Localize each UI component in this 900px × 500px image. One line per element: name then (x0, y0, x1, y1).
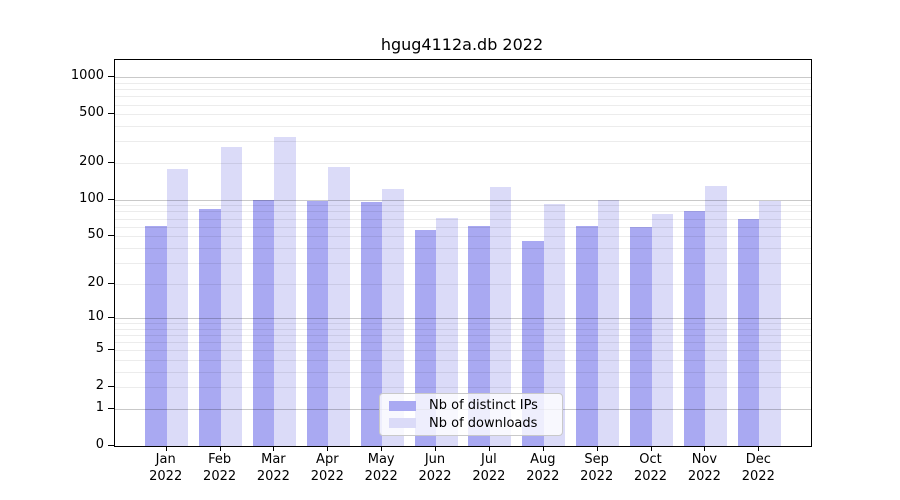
y-tick-20 (108, 282, 114, 284)
bar-downloads-may (382, 189, 404, 446)
y-tick-100 (108, 198, 114, 200)
x-tick-jan (165, 446, 167, 451)
bar-downloads-mar (274, 137, 296, 446)
y-tick-label-2: 2 (95, 378, 104, 394)
x-tick-dec (758, 446, 760, 451)
y-tick-label-20: 20 (87, 274, 104, 290)
y-tick-2 (108, 386, 114, 388)
y-tick-label-1: 1 (95, 400, 104, 415)
y-tick-500 (108, 113, 114, 115)
y-tick-1000 (108, 76, 114, 78)
x-tick-apr (327, 446, 329, 451)
x-tick-label-feb: Feb 2022 (203, 452, 237, 484)
bar-distinct-ips-nov (683, 211, 706, 446)
x-tick-label-nov: Nov 2022 (687, 452, 721, 484)
bar-downloads-sep (597, 199, 620, 446)
y-tick-label-500: 500 (79, 105, 104, 121)
bar-downloads-aug (543, 203, 566, 446)
x-tick-label-mar: Mar 2022 (256, 452, 290, 484)
x-tick-label-jul: Jul 2022 (472, 452, 506, 484)
bar-distinct-ips-jul (468, 225, 490, 446)
bar-downloads-feb (220, 146, 243, 446)
bar-downloads-apr (328, 167, 350, 446)
y-tick-50 (108, 235, 114, 237)
legend-label-downloads: Nb of downloads (429, 415, 538, 431)
downloads-swatch (389, 418, 416, 429)
y-tick-0 (108, 445, 114, 446)
x-tick-may (381, 446, 383, 451)
bar-distinct-ips-jan (145, 225, 167, 446)
x-tick-label-oct: Oct 2022 (633, 452, 668, 484)
x-tick-jun (435, 446, 436, 451)
y-tick-label-1000: 1000 (70, 68, 104, 84)
bar-downloads-jun (436, 217, 458, 446)
x-tick-label-sep: Sep 2022 (580, 452, 614, 484)
legend: Nb of distinct IPs Nb of downloads (379, 393, 563, 436)
y-tick-1 (108, 408, 114, 409)
y-tick-label-100: 100 (79, 190, 104, 206)
legend-label-distinct-ips: Nb of distinct IPs (429, 398, 538, 414)
bar-downloads-jul (489, 186, 512, 446)
y-tick-label-200: 200 (79, 153, 104, 169)
bar-downloads-jan (166, 168, 189, 446)
bar-distinct-ips-feb (199, 208, 221, 446)
x-tick-oct (650, 446, 652, 451)
legend-item-downloads: Nb of downloads (389, 416, 553, 431)
x-tick-feb (219, 446, 221, 451)
x-tick-nov (704, 446, 706, 451)
y-tick-label-50: 50 (87, 227, 104, 243)
y-tick-label-10: 10 (87, 309, 104, 324)
x-tick-label-jun: Jun 2022 (418, 452, 452, 484)
x-tick-aug (542, 446, 544, 451)
bar-distinct-ips-sep (576, 225, 598, 446)
bar-downloads-oct (651, 214, 674, 446)
x-tick-label-aug: Aug 2022 (526, 452, 560, 484)
y-tick-200 (108, 161, 114, 163)
chart-title: hgug4112a.db 2022 (380, 35, 544, 54)
x-tick-mar (273, 446, 275, 451)
bar-distinct-ips-dec (737, 218, 760, 446)
bar-downloads-nov (705, 186, 727, 446)
x-tick-jul (488, 446, 490, 451)
bar-distinct-ips-oct (630, 226, 652, 446)
distinct-ips-swatch (389, 400, 416, 411)
y-tick-10 (108, 317, 114, 318)
bar-distinct-ips-apr (306, 201, 329, 446)
bars-layer (115, 60, 811, 446)
legend-item-distinct-ips: Nb of distinct IPs (389, 398, 553, 413)
x-tick-label-dec: Dec 2022 (741, 452, 775, 484)
bar-distinct-ips-mar (252, 199, 275, 446)
x-tick-label-may: May 2022 (364, 452, 398, 484)
plot-area (114, 59, 812, 447)
x-tick-sep (596, 446, 598, 451)
bar-distinct-ips-jun (414, 230, 437, 446)
x-tick-label-jan: Jan 2022 (149, 452, 183, 484)
y-tick-label-0: 0 (95, 437, 104, 452)
y-tick-5 (108, 349, 114, 351)
bar-distinct-ips-may (360, 201, 383, 446)
y-tick-label-5: 5 (95, 341, 104, 357)
x-tick-label-apr: Apr 2022 (310, 452, 344, 484)
bar-downloads-dec (759, 201, 781, 446)
